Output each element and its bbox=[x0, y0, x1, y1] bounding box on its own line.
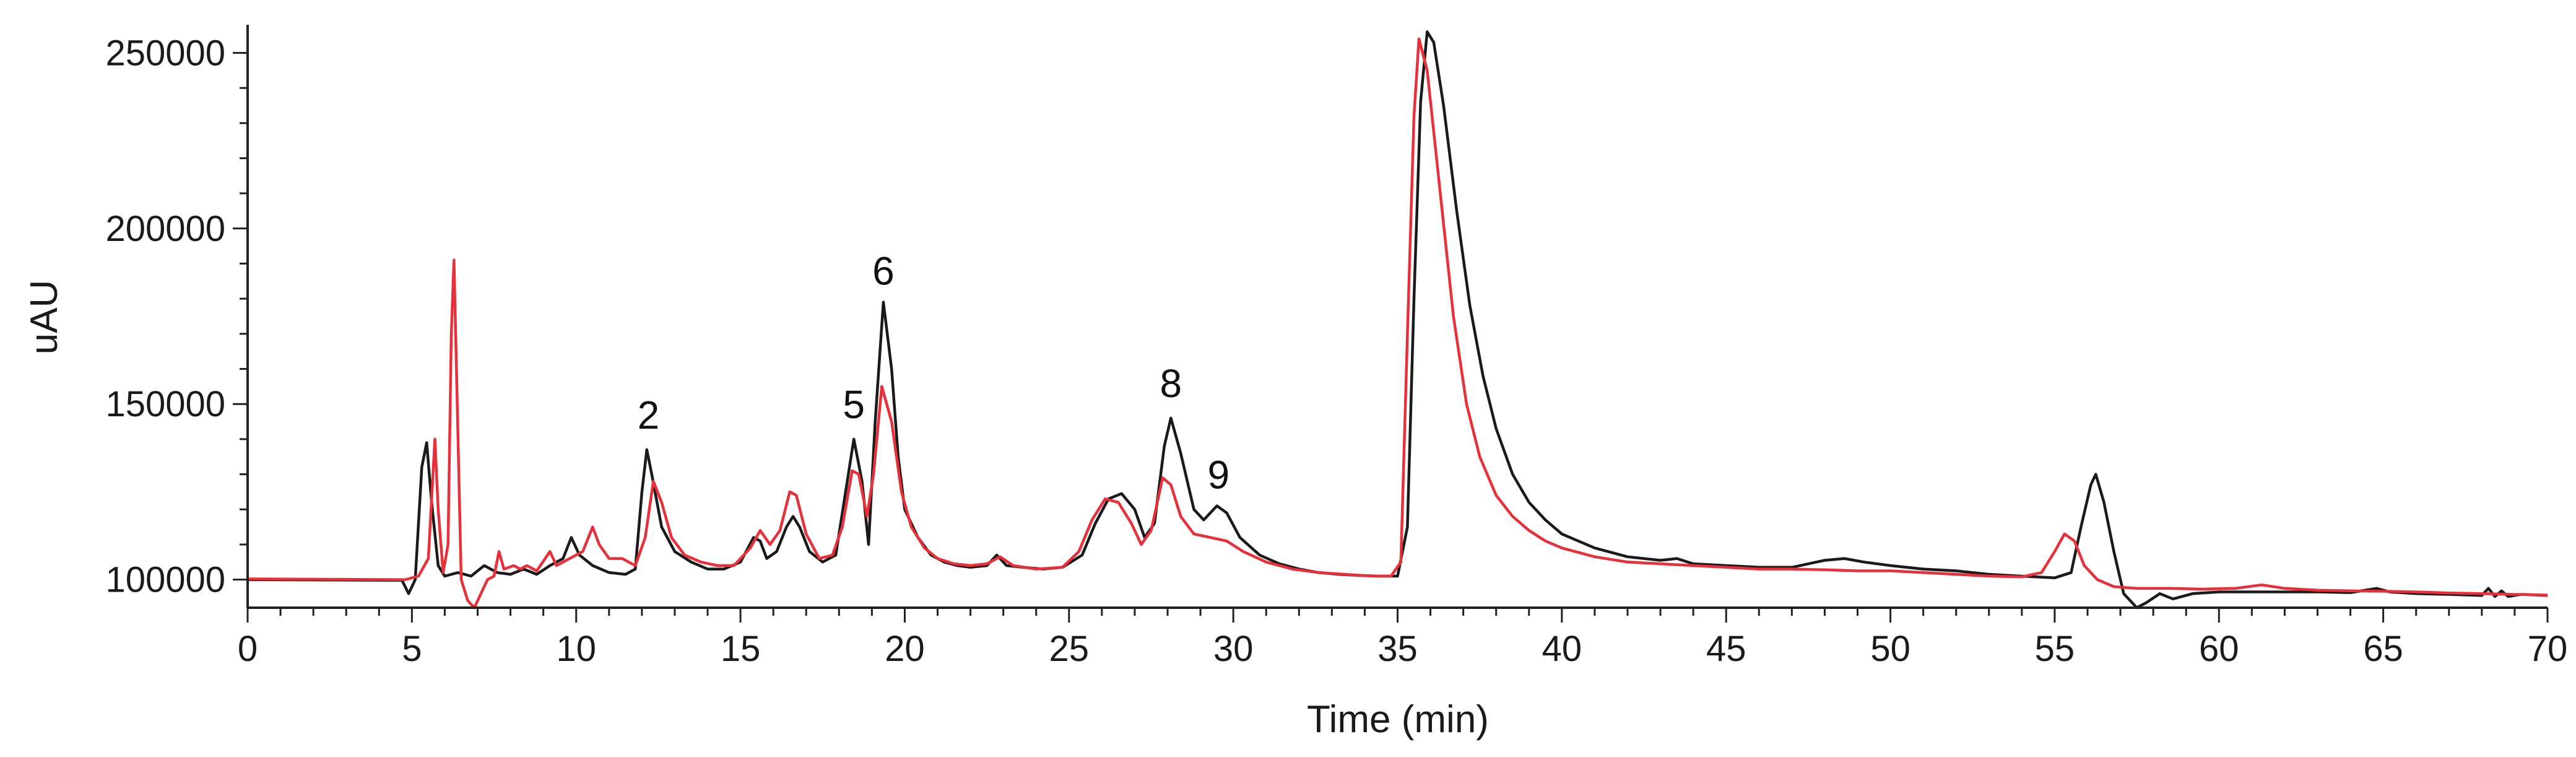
y-axis-title: uAU bbox=[23, 280, 66, 355]
y-tick-label: 250000 bbox=[105, 33, 225, 73]
y-tick-label: 200000 bbox=[105, 209, 225, 249]
series-line-2 bbox=[247, 37, 2548, 610]
peak-label: 6 bbox=[872, 248, 895, 293]
x-tick-label: 45 bbox=[1706, 629, 1746, 669]
x-tick-label: 15 bbox=[721, 629, 761, 669]
peak-label: 8 bbox=[1160, 361, 1182, 406]
x-tick-label: 30 bbox=[1213, 629, 1254, 669]
x-tick-label: 25 bbox=[1049, 629, 1090, 669]
y-tick-label: 100000 bbox=[105, 560, 225, 600]
x-tick-label: 35 bbox=[1377, 629, 1418, 669]
y-tick-label: 150000 bbox=[105, 384, 225, 424]
x-tick-label: 50 bbox=[1870, 629, 1910, 669]
peak-label: 2 bbox=[638, 393, 660, 437]
x-tick-label: 60 bbox=[2199, 629, 2239, 669]
x-tick-label: 65 bbox=[2363, 629, 2403, 669]
series-layer bbox=[247, 30, 2548, 610]
x-tick-label: 40 bbox=[1542, 629, 1582, 669]
plot-area: 0 5 10 15 20 25 30 35 40 45 50 55 60 65 70 10000015000… bbox=[105, 25, 2567, 669]
x-tick-label: 10 bbox=[556, 629, 596, 669]
x-axis-ticks: 0 5 10 15 20 25 30 35 40 45 50 55 60 65 70 bbox=[238, 608, 2567, 669]
x-tick-label: 0 bbox=[238, 629, 258, 669]
x-tick-label: 70 bbox=[2528, 629, 2568, 669]
peak-annotations: 2 5 6 8 9 bbox=[638, 248, 1229, 497]
peak-label: 5 bbox=[843, 382, 865, 427]
series-line-1 bbox=[247, 30, 2548, 610]
peak-label: 9 bbox=[1207, 452, 1229, 497]
x-tick-label: 5 bbox=[402, 629, 422, 669]
x-tick-label: 55 bbox=[2035, 629, 2075, 669]
y-axis-ticks: 100000 150000 200000 250000 bbox=[105, 33, 248, 600]
x-axis-title: Time (min) bbox=[1307, 698, 1489, 741]
x-tick-label: 20 bbox=[885, 629, 925, 669]
